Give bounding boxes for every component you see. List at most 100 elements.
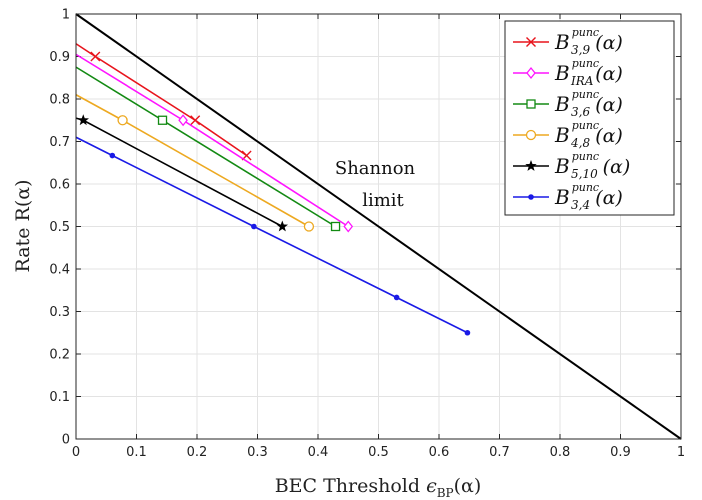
legend-label-part: IRA (570, 74, 594, 88)
annotation-line-1: Shannon (335, 158, 416, 179)
legend-label-part: punc (572, 181, 599, 194)
annotation-line-2: limit (362, 190, 404, 211)
legend-swatch-marker (525, 160, 537, 171)
legend-label-part: 5,10 (571, 167, 598, 181)
x-axis-label-symbol: ϵ (426, 475, 437, 497)
legend-label-part: 3,6 (571, 105, 590, 119)
data-point-marker (178, 114, 188, 127)
legend-label-part: (α) (595, 32, 623, 54)
data-point-marker (393, 294, 400, 301)
y-tick-label: 0 (62, 433, 70, 448)
legend-label-part: B (554, 185, 570, 209)
data-point-marker (343, 220, 354, 233)
legend-label-part: B (554, 30, 570, 54)
legend-swatch-marker (526, 66, 536, 80)
y-tick-label: 0.9 (49, 50, 70, 65)
legend-label-part: 4,8 (570, 136, 590, 150)
x-tick-label: 0.7 (489, 445, 510, 460)
data-point-marker (303, 221, 315, 232)
data-point-marker (109, 152, 116, 159)
y-tick-label: 0.5 (49, 220, 70, 235)
x-tick-label: 0.8 (550, 445, 571, 460)
x-axis-label-main: BEC Threshold (275, 475, 426, 497)
data-point-marker (276, 220, 289, 232)
legend-label-part: (α) (595, 63, 623, 85)
x-tick-label: 0.2 (187, 445, 208, 460)
data-point-marker (77, 114, 89, 126)
y-tick-label: 0.7 (49, 135, 70, 150)
series-3-6 (75, 66, 341, 232)
legend-label-part: B (554, 61, 570, 85)
legend-label-part: punc (572, 88, 599, 101)
data-point-marker (464, 329, 471, 336)
legend-swatch-marker-stroke (526, 37, 536, 47)
series-3-9 (75, 43, 252, 161)
series-layer (75, 13, 682, 440)
legend-label-part: 3,9 (571, 43, 590, 57)
y-tick-label: 0.6 (49, 178, 70, 193)
legend-label-part: (α) (595, 94, 623, 116)
legend-swatch-marker (526, 37, 536, 47)
legend-label-part: (α) (595, 187, 623, 209)
x-tick-label: 0.1 (126, 445, 147, 460)
y-tick-label: 0.1 (49, 390, 70, 405)
data-point-marker (90, 51, 101, 62)
series-line (75, 43, 248, 157)
legend-label-part: punc (572, 26, 599, 39)
series-ira (75, 53, 354, 233)
x-tick-label: 0.3 (247, 445, 268, 460)
data-point-marker (330, 221, 341, 232)
y-tick-label: 0.4 (49, 263, 70, 278)
shannon-limit-line (75, 13, 682, 440)
series-5-10 (75, 114, 289, 232)
x-tick-label: 0.6 (429, 445, 450, 460)
legend-swatch-marker (528, 194, 534, 200)
legend-label-part: (α) (603, 156, 631, 178)
data-point-marker-stroke (90, 51, 101, 62)
legend-label-part: B (554, 154, 570, 178)
legend-label-part: B (554, 92, 570, 116)
legend-label-part: B (554, 123, 570, 147)
series-4-8 (75, 94, 315, 232)
data-point-marker (117, 115, 128, 126)
x-tick-label: 1 (677, 445, 685, 460)
y-tick-label: 0.2 (49, 348, 70, 363)
data-point-marker (157, 115, 168, 125)
x-axis-label-sub: BP (437, 486, 454, 500)
x-axis-label: BEC Threshold ϵBP(α) (275, 475, 482, 500)
y-tick-label: 1 (62, 8, 70, 23)
legend-label-part: punc (572, 119, 599, 132)
x-tick-label: 0.9 (610, 445, 631, 460)
data-point-marker-stroke (190, 115, 201, 126)
data-point-marker (190, 115, 201, 126)
series-3-4 (75, 136, 471, 336)
x-axis-label-arg: (α) (454, 475, 482, 497)
y-tick-label: 0.3 (49, 305, 70, 320)
y-tick-label: 0.8 (49, 93, 70, 108)
legend-label-part: (α) (595, 125, 623, 147)
plot-frame (75, 13, 682, 440)
legend-box (504, 20, 675, 216)
y-axis-label: Rate R(α) (12, 180, 34, 273)
legend-swatch-marker (526, 99, 536, 109)
legend-label-part: punc (572, 57, 599, 70)
legend-swatch-marker (525, 129, 537, 141)
data-point-marker (251, 223, 257, 230)
legend-label-part: 3,4 (571, 198, 590, 212)
x-tick-label: 0.4 (308, 445, 329, 460)
x-tick-label: 0.5 (368, 445, 389, 460)
